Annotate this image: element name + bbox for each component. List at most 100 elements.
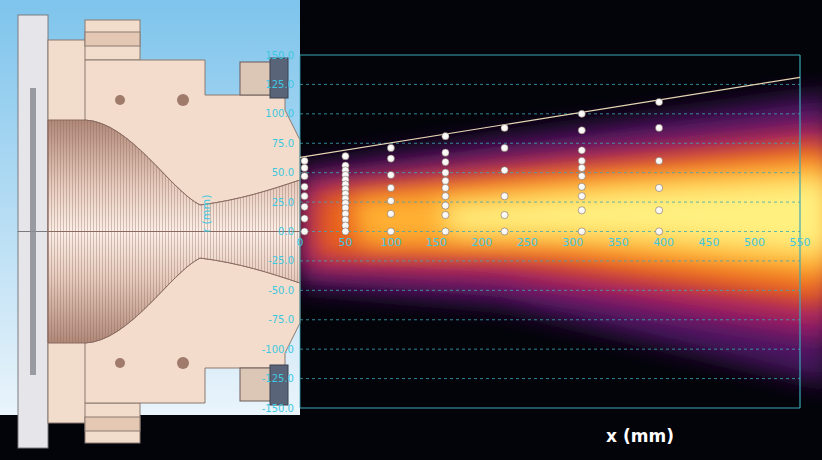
point: [387, 155, 394, 162]
point: [442, 177, 449, 184]
point: [578, 164, 585, 171]
bore-ribs: [48, 120, 300, 232]
flange-strip: [30, 232, 36, 376]
hole: [115, 95, 125, 105]
bolt-block: [85, 403, 140, 443]
point: [501, 211, 508, 218]
point: [655, 228, 662, 235]
y-tick-label: 0.0: [278, 226, 294, 237]
point: [578, 207, 585, 214]
point: [578, 157, 585, 164]
x-tick-label: 300: [562, 236, 583, 249]
x-tick-label: 400: [653, 236, 674, 249]
y-tick-label: 75.0: [272, 138, 294, 149]
point: [578, 173, 585, 180]
y-tick-label: -75.0: [268, 314, 294, 325]
cap-dark: [270, 365, 288, 405]
point: [655, 157, 662, 164]
grid-line: [300, 407, 800, 408]
point: [301, 193, 308, 200]
hole: [177, 357, 189, 369]
x-tick-label: 100: [380, 236, 401, 249]
bolt: [85, 32, 140, 46]
point: [342, 228, 349, 235]
y-tick-label: -150.0: [262, 403, 294, 414]
point: [501, 167, 508, 174]
point: [387, 228, 394, 235]
bore: [48, 120, 300, 232]
point: [442, 169, 449, 176]
bore: [48, 232, 300, 344]
point: [578, 183, 585, 190]
data: [300, 77, 800, 235]
grid-line: [300, 54, 800, 55]
point: [301, 215, 308, 222]
point: [442, 133, 449, 140]
plume-layer: [300, 92, 822, 385]
grid: [300, 55, 800, 408]
grid-line: [300, 143, 800, 144]
x-tick-label: 450: [699, 236, 720, 249]
point: [501, 124, 508, 131]
grid-line: [300, 319, 800, 320]
point: [578, 110, 585, 117]
point: [387, 171, 394, 178]
point: [501, 144, 508, 151]
y-tick-label: 100.0: [265, 108, 294, 119]
point: [655, 124, 662, 131]
grid-line: [300, 290, 800, 291]
flange-strip: [30, 88, 36, 232]
x-tick-label: 150: [426, 236, 447, 249]
y-tick-label: -25.0: [268, 255, 294, 266]
point: [655, 207, 662, 214]
nozzle-top: [18, 15, 300, 232]
x-tick-label: 500: [744, 236, 765, 249]
point: [501, 193, 508, 200]
hole: [177, 94, 189, 106]
x-tick-label: 550: [790, 236, 811, 249]
point: [442, 228, 449, 235]
flange: [18, 15, 48, 232]
plume-layer: [350, 158, 822, 280]
x-tick-label: 250: [517, 236, 538, 249]
y-tick-label: 25.0: [272, 197, 294, 208]
plume-layer: [315, 140, 822, 308]
grid-line: [300, 172, 800, 173]
grid-line: [300, 231, 800, 232]
point: [301, 183, 308, 190]
y-tick-label: -100.0: [262, 344, 294, 355]
bolt: [85, 417, 140, 431]
point: [501, 228, 508, 235]
x-tick-label: 0: [297, 236, 304, 249]
frame-right: [799, 55, 800, 408]
grid-line: [300, 260, 800, 261]
point: [578, 193, 585, 200]
point: [387, 210, 394, 217]
point: [387, 184, 394, 191]
y-tick-label: 125.0: [265, 79, 294, 90]
point: [442, 202, 449, 209]
hole: [115, 358, 125, 368]
grid-line: [300, 378, 800, 379]
x-axis-title: x (mm): [606, 426, 674, 446]
plume-layer: [300, 120, 822, 340]
figure: 150.0125.0100.075.050.025.00.0-25.0-50.0…: [0, 0, 822, 460]
point: [578, 127, 585, 134]
grid-line: [300, 113, 800, 114]
point: [578, 147, 585, 154]
flange: [18, 232, 48, 449]
point: [442, 184, 449, 191]
grid-line: [300, 84, 800, 85]
point: [387, 144, 394, 151]
x-tick-label: 350: [608, 236, 629, 249]
frame-left: [300, 55, 301, 408]
grid-line: [300, 349, 800, 350]
bolt-block: [85, 20, 140, 60]
grid-line: [300, 202, 800, 203]
point: [301, 203, 308, 210]
bore-ribs: [48, 232, 300, 344]
point: [442, 193, 449, 200]
x-tick-label: 200: [471, 236, 492, 249]
point: [301, 157, 308, 164]
point: [655, 98, 662, 105]
